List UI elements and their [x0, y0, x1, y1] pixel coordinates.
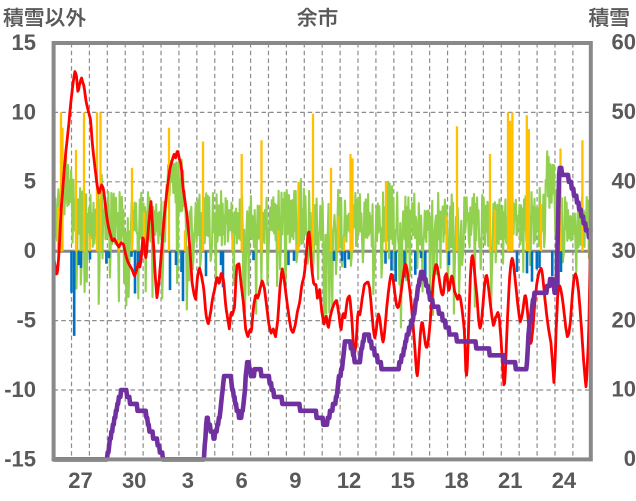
svg-text:60: 60 — [612, 30, 636, 55]
svg-text:3: 3 — [182, 468, 194, 493]
svg-text:6: 6 — [235, 468, 247, 493]
svg-text:10: 10 — [12, 99, 36, 124]
svg-text:18: 18 — [444, 468, 468, 493]
svg-text:21: 21 — [498, 468, 522, 493]
svg-text:24: 24 — [552, 468, 577, 493]
svg-text:-10: -10 — [4, 377, 36, 402]
svg-text:0: 0 — [24, 238, 36, 263]
svg-text:50: 50 — [612, 99, 636, 124]
svg-text:0: 0 — [624, 446, 636, 471]
svg-text:10: 10 — [612, 377, 636, 402]
svg-text:15: 15 — [12, 30, 36, 55]
svg-text:-5: -5 — [16, 308, 36, 333]
svg-text:5: 5 — [24, 169, 36, 194]
svg-text:12: 12 — [337, 468, 361, 493]
svg-text:30: 30 — [122, 468, 146, 493]
svg-text:40: 40 — [612, 169, 636, 194]
svg-text:20: 20 — [612, 307, 636, 332]
svg-text:-15: -15 — [4, 446, 36, 471]
svg-text:15: 15 — [391, 468, 415, 493]
svg-text:9: 9 — [289, 468, 301, 493]
svg-text:27: 27 — [68, 468, 92, 493]
svg-text:30: 30 — [612, 238, 636, 263]
